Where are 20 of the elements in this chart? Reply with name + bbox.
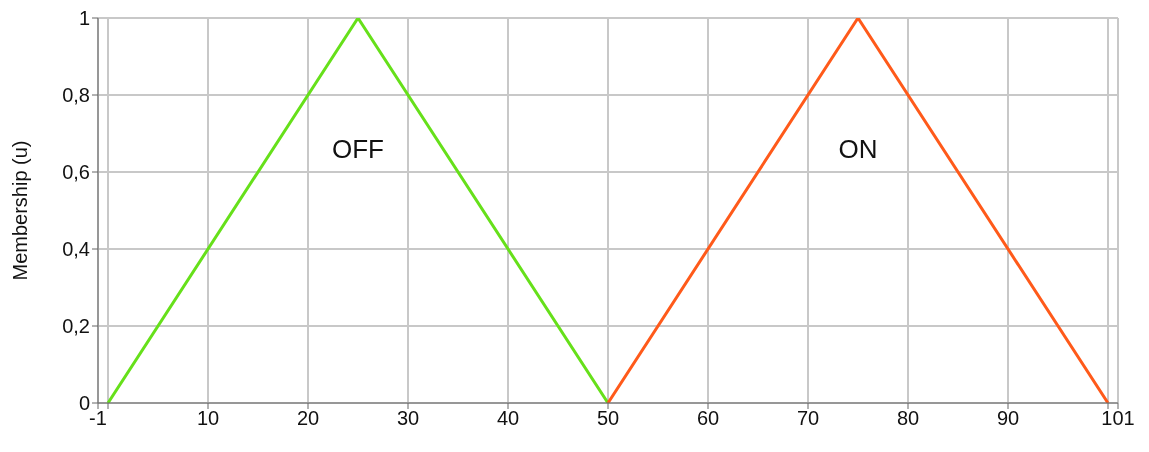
y-tick-label: 0,4	[62, 238, 90, 261]
x-tick-label: 10	[196, 407, 220, 430]
x-tick-label: 50	[596, 407, 620, 430]
x-tick-label: 40	[496, 407, 520, 430]
x-tick-label: 30	[396, 407, 420, 430]
y-axis-title: Membership (u)	[9, 140, 32, 281]
x-tick-label: -1	[89, 407, 107, 430]
y-tick-label: 0,8	[62, 84, 90, 107]
series-label: OFF	[332, 134, 384, 164]
x-tick-label: 60	[696, 407, 720, 430]
y-tick-label: 0,2	[62, 315, 90, 338]
y-tick-label: 1	[78, 7, 90, 30]
x-tick-label: 80	[896, 407, 920, 430]
x-tick-label: 20	[296, 407, 320, 430]
series-label: ON	[838, 134, 878, 164]
x-tick-label: 70	[796, 407, 820, 430]
y-tick-label: 0,6	[62, 161, 90, 184]
x-tick-label: 101	[1101, 407, 1135, 430]
y-tick-label: 0	[78, 392, 90, 415]
x-tick-label: 90	[996, 407, 1020, 430]
